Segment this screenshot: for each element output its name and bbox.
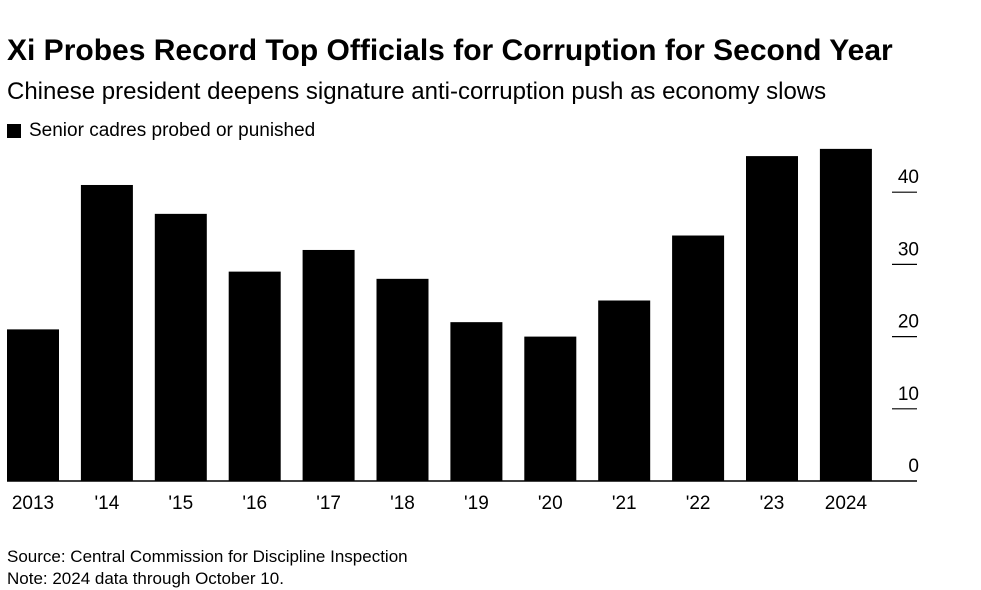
bar — [228, 271, 281, 481]
x-tick-label: '23 — [760, 493, 785, 514]
bar — [80, 184, 133, 482]
x-tick-label: '20 — [538, 493, 563, 514]
y-tick-label: 0 — [908, 456, 919, 477]
legend: Senior cadres probed or punished — [7, 119, 315, 143]
chart-subtitle: Chinese president deepens signature anti… — [7, 78, 827, 105]
x-tick-label: '18 — [390, 493, 415, 514]
bar — [302, 249, 355, 481]
x-tick-label: 2024 — [825, 493, 868, 514]
chart-title: Xi Probes Record Top Officials for Corru… — [7, 34, 893, 67]
y-tick-label: 20 — [898, 312, 919, 333]
legend-swatch — [7, 124, 21, 138]
legend-label: Senior cadres probed or punished — [29, 120, 316, 141]
y-tick-label: 10 — [898, 384, 919, 405]
bar — [598, 300, 651, 481]
y-tick-label: 40 — [898, 167, 919, 188]
x-tick-label: '15 — [168, 493, 193, 514]
bar — [7, 329, 59, 481]
bar — [154, 213, 207, 482]
y-tick-label: 30 — [898, 239, 919, 260]
bar — [524, 336, 577, 481]
x-tick-label: '22 — [686, 493, 711, 514]
bar — [672, 235, 725, 481]
footnote: Note: 2024 data through October 10. — [7, 569, 284, 588]
x-tick-label: 2013 — [12, 493, 54, 514]
x-tick-label: '14 — [95, 493, 120, 514]
bar — [819, 148, 872, 481]
bar — [450, 322, 503, 481]
x-tick-label: '16 — [242, 493, 267, 514]
bar — [376, 278, 429, 481]
x-tick-label: '17 — [316, 493, 341, 514]
x-tick-label: '19 — [464, 493, 489, 514]
x-tick-label: '21 — [612, 493, 637, 514]
bar — [746, 156, 798, 481]
source-note: Source: Central Commission for Disciplin… — [7, 547, 408, 566]
